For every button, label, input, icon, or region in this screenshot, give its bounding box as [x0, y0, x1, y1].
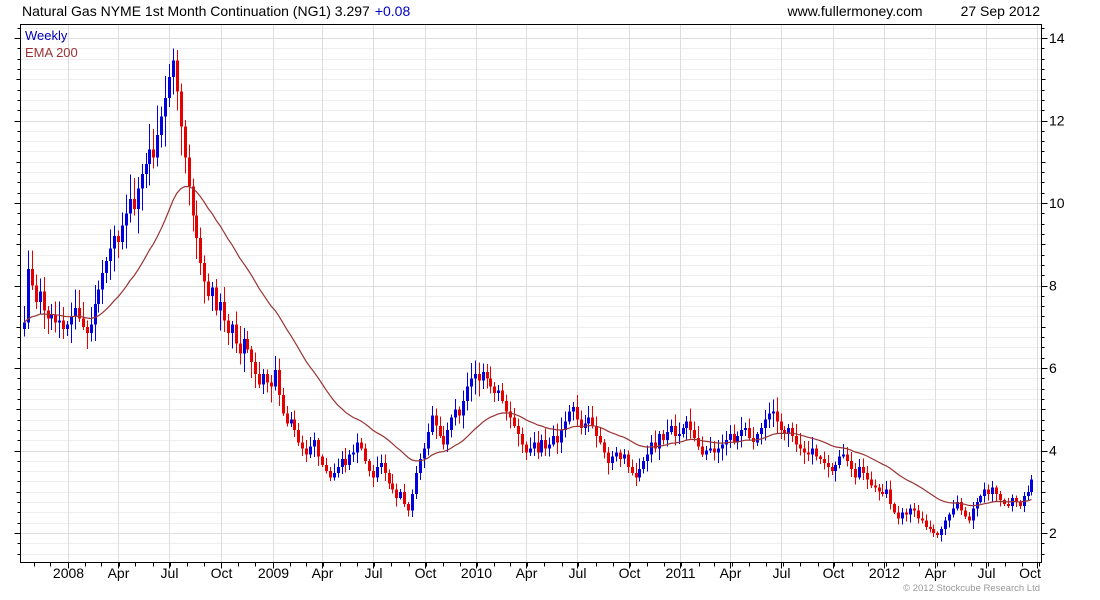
timeframe-label: Weekly [25, 28, 68, 43]
header-bar: Natural Gas NYME 1st Month Continuation … [22, 3, 1040, 19]
svg-text:2011: 2011 [665, 565, 695, 581]
date-label: 27 Sep 2012 [960, 3, 1040, 19]
svg-text:Oct: Oct [211, 565, 233, 581]
svg-text:Jul: Jul [569, 565, 587, 581]
svg-text:Apr: Apr [312, 565, 334, 581]
svg-text:Jul: Jul [161, 565, 179, 581]
svg-text:Oct: Oct [619, 565, 641, 581]
website-label: www.fullermoney.com [787, 3, 923, 19]
price-change: +0.08 [374, 3, 411, 19]
svg-text:Jul: Jul [978, 565, 996, 581]
svg-text:Oct: Oct [1019, 565, 1041, 581]
svg-text:Apr: Apr [108, 565, 130, 581]
svg-text:Apr: Apr [925, 565, 947, 581]
svg-text:2008: 2008 [53, 565, 84, 581]
svg-text:2012: 2012 [869, 565, 900, 581]
copyright-label: © 2012 Stockcube Research Ltd [903, 583, 1040, 594]
svg-text:8: 8 [1049, 278, 1057, 294]
svg-text:Oct: Oct [415, 565, 437, 581]
svg-text:Apr: Apr [720, 565, 742, 581]
svg-text:10: 10 [1049, 195, 1065, 211]
chart-title: Natural Gas NYME 1st Month Continuation … [22, 3, 370, 19]
svg-text:14: 14 [1049, 30, 1065, 46]
svg-text:Jul: Jul [365, 565, 383, 581]
ema-legend-label: EMA 200 [25, 45, 78, 60]
svg-text:6: 6 [1049, 360, 1057, 376]
svg-text:Jul: Jul [773, 565, 791, 581]
svg-text:12: 12 [1049, 113, 1065, 129]
svg-text:Apr: Apr [516, 565, 538, 581]
svg-text:Oct: Oct [823, 565, 845, 581]
svg-text:4: 4 [1049, 443, 1057, 459]
svg-text:2: 2 [1049, 525, 1057, 541]
svg-text:2009: 2009 [258, 565, 289, 581]
svg-text:2010: 2010 [461, 565, 492, 581]
